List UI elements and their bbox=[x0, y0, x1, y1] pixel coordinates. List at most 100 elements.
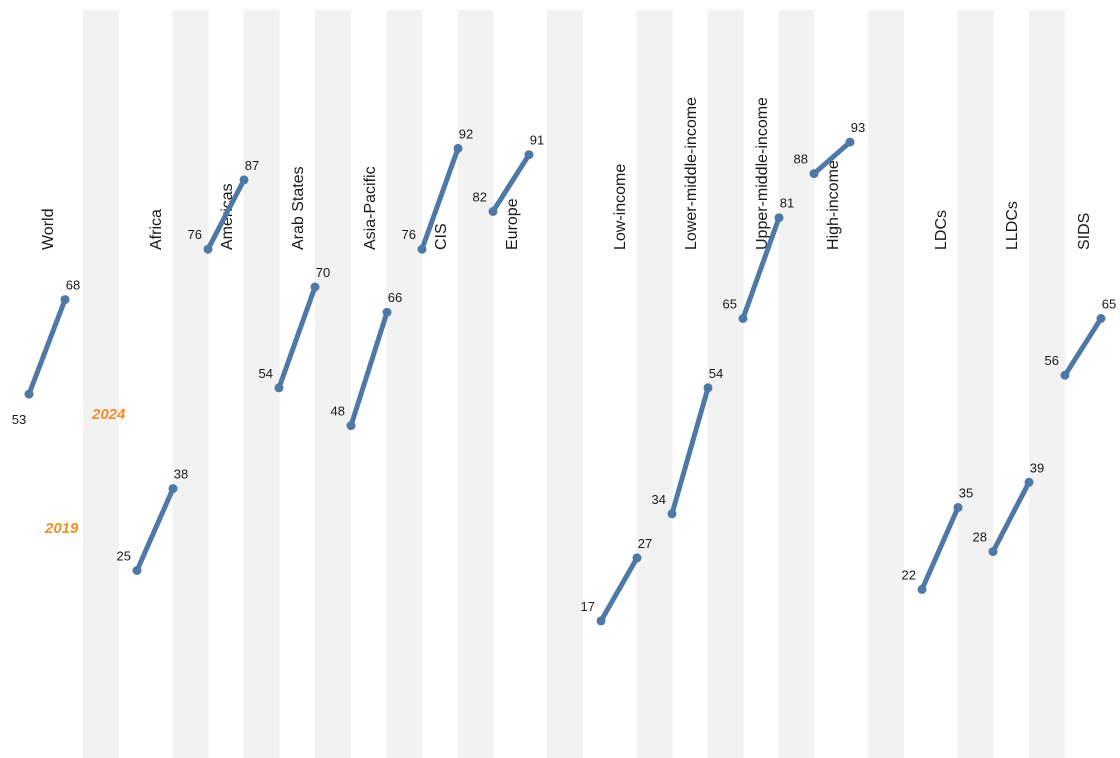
background-band bbox=[868, 10, 904, 758]
background-bands bbox=[83, 10, 1065, 758]
point-2019 bbox=[417, 244, 427, 254]
column-label: Low-income bbox=[612, 164, 629, 250]
background-band bbox=[83, 10, 119, 758]
column-label: World bbox=[40, 209, 57, 251]
background-band bbox=[778, 10, 815, 758]
column-label: Europe bbox=[504, 198, 521, 250]
value-label-2019: 56 bbox=[1045, 353, 1059, 368]
column-label: Upper-middle-income bbox=[754, 97, 771, 250]
value-label-2019: 88 bbox=[794, 152, 808, 167]
slope-line bbox=[598, 555, 640, 624]
point-2024 bbox=[239, 175, 249, 185]
point-2024 bbox=[453, 143, 463, 153]
value-label-2024: 27 bbox=[638, 536, 652, 551]
point-2024 bbox=[168, 484, 178, 494]
year-annotation-2019: 2019 bbox=[44, 520, 79, 537]
slope-line bbox=[348, 309, 390, 429]
background-band bbox=[707, 10, 744, 758]
value-label-2019: 76 bbox=[188, 227, 202, 242]
slope-line bbox=[205, 177, 247, 252]
value-label-2024: 92 bbox=[459, 126, 473, 141]
value-label-2024: 81 bbox=[780, 196, 794, 211]
slope-line bbox=[276, 284, 318, 391]
point-2019 bbox=[809, 169, 819, 179]
value-label-2024: 39 bbox=[1030, 460, 1044, 475]
value-label-2024: 93 bbox=[851, 120, 865, 135]
value-label-2019: 76 bbox=[402, 227, 416, 242]
point-2019 bbox=[917, 584, 927, 594]
column-label: Asia-Pacific bbox=[362, 166, 379, 250]
point-2019 bbox=[667, 509, 677, 519]
slope-line bbox=[1062, 316, 1104, 378]
slope-line bbox=[811, 139, 853, 177]
value-label-2019: 82 bbox=[473, 189, 487, 204]
value-label-2024: 66 bbox=[388, 290, 402, 305]
background-band bbox=[1029, 10, 1065, 758]
point-2024 bbox=[632, 553, 642, 563]
point-2024 bbox=[774, 213, 784, 223]
point-2019 bbox=[274, 383, 284, 393]
point-2019 bbox=[488, 206, 498, 216]
value-label-2019: 17 bbox=[581, 599, 595, 614]
value-label-2024: 91 bbox=[530, 133, 544, 148]
column-labels: WorldAfricaAmericasArab StatesAsia-Pacif… bbox=[40, 97, 1093, 250]
point-2019 bbox=[1060, 370, 1070, 380]
value-label-2024: 38 bbox=[174, 467, 188, 482]
slope-line bbox=[990, 479, 1032, 555]
value-label-2024: 70 bbox=[316, 265, 330, 280]
point-2024 bbox=[524, 150, 534, 160]
background-band bbox=[636, 10, 673, 758]
slope-line bbox=[26, 297, 68, 397]
value-label-2024: 65 bbox=[1102, 297, 1116, 312]
value-label-2019: 34 bbox=[652, 492, 666, 507]
point-2024 bbox=[1024, 477, 1034, 487]
slope-series: 53 68 25 38 76 87 54 70 48 66 76 92 82 91 17 27 34 54 65 81… bbox=[12, 120, 1116, 626]
column-label: Africa bbox=[148, 209, 165, 250]
background-band bbox=[386, 10, 423, 758]
point-2019 bbox=[988, 547, 998, 557]
value-label-2019: 22 bbox=[902, 567, 916, 582]
value-label-2019: 54 bbox=[259, 366, 273, 381]
value-label-2019: 53 bbox=[12, 412, 26, 427]
point-2019 bbox=[738, 314, 748, 323]
value-label-2019: 25 bbox=[117, 549, 131, 564]
column-label: CIS bbox=[433, 223, 450, 250]
point-2019 bbox=[132, 566, 142, 575]
point-2024 bbox=[953, 503, 963, 512]
column-label: LDCs bbox=[933, 210, 950, 250]
point-2019 bbox=[346, 421, 356, 431]
column-label: SIDS bbox=[1076, 213, 1093, 250]
background-band bbox=[243, 10, 280, 758]
point-2024 bbox=[382, 307, 392, 317]
point-2019 bbox=[596, 616, 606, 626]
value-label-2019: 48 bbox=[331, 404, 345, 419]
year-annotation-2024: 2024 bbox=[91, 406, 126, 423]
background-band bbox=[957, 10, 994, 758]
background-band bbox=[315, 10, 351, 758]
point-2019 bbox=[24, 389, 34, 399]
slope-line bbox=[134, 486, 176, 573]
value-label-2024: 54 bbox=[709, 366, 723, 381]
point-2024 bbox=[310, 282, 320, 292]
point-2019 bbox=[203, 244, 213, 254]
point-2024 bbox=[845, 137, 855, 147]
column-label: LLDCs bbox=[1004, 201, 1021, 250]
background-band bbox=[547, 10, 583, 758]
slope-line bbox=[740, 215, 782, 321]
column-label: Lower-middle-income bbox=[683, 97, 700, 250]
point-2024 bbox=[1096, 314, 1106, 323]
value-label-2019: 28 bbox=[973, 530, 987, 545]
slope-line bbox=[669, 385, 711, 517]
slope-line bbox=[919, 505, 961, 592]
value-label-2024: 87 bbox=[245, 158, 259, 173]
point-2024 bbox=[60, 295, 70, 305]
slope-line bbox=[490, 152, 532, 214]
value-label-2024: 68 bbox=[66, 278, 80, 293]
column-label: Arab States bbox=[290, 166, 307, 250]
background-band bbox=[457, 10, 494, 758]
background-band bbox=[172, 10, 209, 758]
value-label-2024: 35 bbox=[959, 486, 973, 501]
slope-line bbox=[419, 145, 461, 252]
column-label: High-income bbox=[825, 160, 842, 250]
